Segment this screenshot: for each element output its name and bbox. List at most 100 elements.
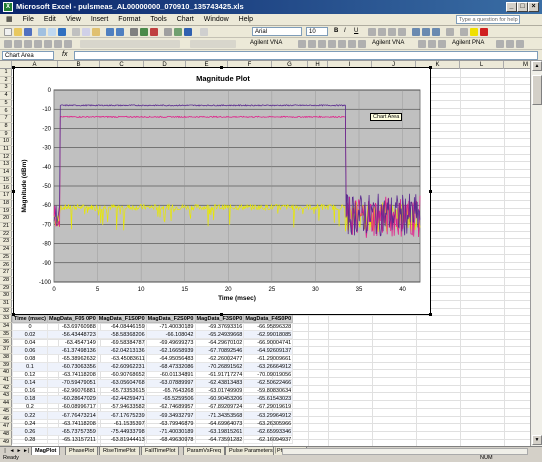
menu-format[interactable]: Format (118, 16, 141, 23)
menu-help[interactable]: Help (238, 16, 254, 23)
row-header-16[interactable]: 16 (0, 185, 12, 193)
table-cell[interactable]: -63.07889997 (145, 378, 196, 388)
table-cell[interactable]: -65.73757359 (47, 427, 98, 437)
table-cell[interactable]: 0.08 (12, 354, 48, 364)
table-cell[interactable]: -61.29009661 (243, 354, 294, 364)
agilent-icon-7[interactable] (358, 40, 366, 48)
help-icon[interactable] (184, 28, 192, 36)
row-header-18[interactable]: 18 (0, 200, 12, 208)
column-header-e[interactable]: E (186, 61, 228, 69)
font-select[interactable]: Arial (252, 27, 302, 36)
table-cell[interactable]: -63.74118208 (47, 419, 98, 429)
table-cell[interactable]: -62.16658939 (145, 346, 196, 356)
table-cell[interactable]: 0.12 (12, 370, 48, 380)
table-cell[interactable]: -68.49630978 (145, 435, 196, 445)
table-cell[interactable]: -63.74118208 (47, 370, 98, 380)
table-cell[interactable]: 0.22 (12, 411, 48, 421)
agilent-icon-10[interactable] (438, 40, 446, 48)
table-cell[interactable]: -75.44933798 (96, 427, 147, 437)
menu-view[interactable]: View (65, 16, 81, 23)
toolbar-icon-2[interactable] (14, 40, 22, 48)
table-cell[interactable]: -60.90768652 (96, 370, 147, 380)
toolbar-icon-4[interactable] (34, 40, 42, 48)
row-header-24[interactable]: 24 (0, 246, 12, 254)
table-cell[interactable]: -64.92609137 (243, 346, 294, 356)
row-header-22[interactable]: 22 (0, 231, 12, 239)
table-cell[interactable]: -63.01749909 (194, 386, 245, 396)
column-header-j[interactable]: J (372, 61, 416, 69)
column-header-i[interactable]: I (328, 61, 372, 69)
agilent-icon-12[interactable] (506, 40, 514, 48)
chart-wizard-icon[interactable] (140, 28, 148, 36)
font-size-select[interactable]: 10 (306, 27, 328, 36)
table-cell[interactable]: -60.73063356 (47, 362, 98, 372)
agilent-icon-5[interactable] (338, 40, 346, 48)
borders-icon[interactable] (460, 28, 468, 36)
table-cell[interactable]: -67.70892546 (194, 346, 245, 356)
table-cell[interactable]: -58.58368206 (96, 330, 147, 340)
table-cell[interactable]: -70.26891562 (194, 362, 245, 372)
table-cell[interactable]: -62.16094937 (243, 435, 294, 445)
table-cell[interactable]: 0 (12, 321, 48, 332)
table-cell[interactable]: -61.1535397 (96, 419, 147, 429)
table-cell[interactable]: -60.01134891 (145, 370, 196, 380)
menu-chart[interactable]: Chart (176, 16, 194, 23)
underline-button[interactable]: U (354, 28, 359, 34)
table-cell[interactable]: 0.28 (12, 435, 48, 445)
table-cell[interactable]: -71.40030189 (145, 321, 196, 332)
table-cell[interactable]: -62.44259471 (96, 394, 147, 404)
vertical-scrollbar[interactable]: ▲ ▼ (530, 61, 542, 446)
table-cell[interactable]: -67.17675239 (96, 411, 147, 421)
toolbar-icon-7[interactable] (64, 40, 72, 48)
table-cell[interactable]: -63.69760988 (47, 321, 98, 332)
table-cell[interactable]: -62.60962231 (96, 362, 147, 372)
chart-area[interactable]: 0 -10 -20 -30 -40 -50 -60 -70 -80 -90 -100 0 5 10 15 20… (13, 67, 431, 315)
toolbar-icon-1[interactable] (4, 40, 12, 48)
menu-edit[interactable]: Edit (43, 16, 56, 23)
table-cell[interactable]: -66.108042 (145, 330, 196, 340)
agilent-icon-4[interactable] (328, 40, 336, 48)
table-cell[interactable]: -65.13157211 (47, 435, 98, 445)
row-header-29[interactable]: 29 (0, 285, 12, 293)
table-cell[interactable]: -70.59479051 (47, 378, 98, 388)
table-cell[interactable]: -71.40030189 (145, 427, 196, 437)
table-cell[interactable]: -63.26305966 (243, 419, 294, 429)
table-cell[interactable]: -69.34932797 (145, 411, 196, 421)
resize-handle[interactable] (12, 190, 15, 193)
row-header-47[interactable]: 47 (0, 423, 12, 431)
save-icon[interactable] (24, 28, 32, 36)
row-header-8[interactable]: 8 (0, 123, 12, 131)
agilent-icon-6[interactable] (348, 40, 356, 48)
table-cell[interactable]: -63.29964912 (243, 411, 294, 421)
end-review-button[interactable] (190, 40, 236, 48)
table-cell[interactable]: -67.29019619 (243, 402, 294, 413)
table-cell[interactable]: -69.37693316 (194, 321, 245, 332)
row-header-20[interactable]: 20 (0, 215, 12, 223)
center-icon[interactable] (378, 28, 386, 36)
row-header-31[interactable]: 31 (0, 300, 12, 308)
spelling-icon[interactable] (58, 28, 66, 36)
column-header-l[interactable]: L (460, 61, 504, 69)
row-header-33[interactable]: 33 (0, 315, 12, 324)
row-header-3[interactable]: 3 (0, 84, 12, 93)
indent-icon[interactable] (446, 28, 454, 36)
resize-handle[interactable] (220, 313, 223, 316)
help-search-input[interactable]: Type a question for help (456, 15, 520, 24)
row-header-12[interactable]: 12 (0, 154, 12, 162)
first-sheet-button[interactable]: |◄ (3, 448, 8, 461)
new-icon[interactable] (4, 28, 12, 36)
print-preview-icon[interactable] (48, 28, 56, 36)
tab-split-handle[interactable]: │ (274, 448, 278, 454)
row-header-21[interactable]: 21 (0, 223, 12, 231)
excel-icon[interactable]: X (3, 2, 13, 12)
open-icon[interactable] (14, 28, 22, 36)
toolbar-icon-6[interactable] (54, 40, 62, 48)
row-header-46[interactable]: 46 (0, 416, 12, 424)
table-cell[interactable]: -64.69964073 (194, 419, 245, 429)
toolbar-icon-5[interactable] (44, 40, 52, 48)
close-button[interactable]: × (528, 2, 539, 12)
name-box[interactable]: Chart Area (2, 51, 54, 60)
row-header-7[interactable]: 7 (0, 115, 12, 123)
table-cell[interactable]: -63.19815261 (194, 427, 245, 437)
table-cell[interactable]: -62.43813483 (194, 378, 245, 388)
